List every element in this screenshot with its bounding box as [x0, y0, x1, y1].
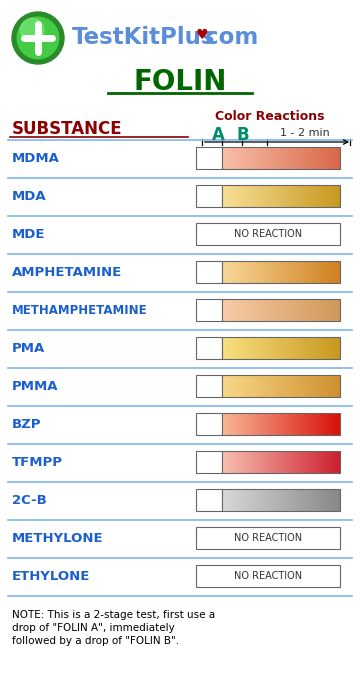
Text: 1 - 2 min: 1 - 2 min	[280, 128, 330, 138]
Text: Color Reactions: Color Reactions	[215, 110, 325, 123]
FancyBboxPatch shape	[196, 489, 222, 511]
Text: MDA: MDA	[12, 190, 47, 203]
Circle shape	[17, 17, 59, 59]
Text: PMMA: PMMA	[12, 379, 58, 393]
FancyBboxPatch shape	[196, 375, 222, 397]
Text: AMPHETAMINE: AMPHETAMINE	[12, 265, 122, 278]
Text: A: A	[212, 126, 225, 144]
Text: TestKitPlus: TestKitPlus	[72, 27, 216, 50]
Text: com: com	[205, 27, 258, 50]
FancyBboxPatch shape	[196, 337, 222, 359]
Text: B: B	[237, 126, 249, 144]
Circle shape	[20, 18, 44, 42]
FancyBboxPatch shape	[196, 565, 340, 587]
Text: 2C-B: 2C-B	[12, 494, 47, 507]
Text: TFMPP: TFMPP	[12, 456, 63, 469]
Text: BZP: BZP	[12, 417, 42, 430]
Text: NO REACTION: NO REACTION	[234, 571, 302, 581]
Text: ♥: ♥	[196, 28, 209, 42]
Text: MDMA: MDMA	[12, 151, 60, 164]
Text: MDE: MDE	[12, 228, 45, 241]
Text: drop of "FOLIN A", immediately: drop of "FOLIN A", immediately	[12, 623, 175, 633]
Text: METHYLONE: METHYLONE	[12, 531, 104, 544]
FancyBboxPatch shape	[196, 147, 222, 169]
FancyBboxPatch shape	[196, 299, 222, 321]
Text: NO REACTION: NO REACTION	[234, 229, 302, 239]
Text: ETHYLONE: ETHYLONE	[12, 569, 90, 582]
FancyBboxPatch shape	[196, 261, 222, 283]
FancyBboxPatch shape	[196, 185, 222, 207]
FancyBboxPatch shape	[196, 413, 222, 435]
FancyBboxPatch shape	[196, 527, 340, 549]
Text: PMA: PMA	[12, 342, 45, 355]
FancyBboxPatch shape	[196, 223, 340, 245]
Text: METHAMPHETAMINE: METHAMPHETAMINE	[12, 303, 148, 316]
Text: FOLIN: FOLIN	[133, 68, 227, 96]
Circle shape	[12, 12, 64, 64]
Text: NO REACTION: NO REACTION	[234, 533, 302, 543]
FancyBboxPatch shape	[196, 451, 222, 473]
Text: followed by a drop of "FOLIN B".: followed by a drop of "FOLIN B".	[12, 636, 179, 646]
Text: NOTE: This is a 2-stage test, first use a: NOTE: This is a 2-stage test, first use …	[12, 610, 215, 620]
Text: SUBSTANCE: SUBSTANCE	[12, 120, 123, 138]
